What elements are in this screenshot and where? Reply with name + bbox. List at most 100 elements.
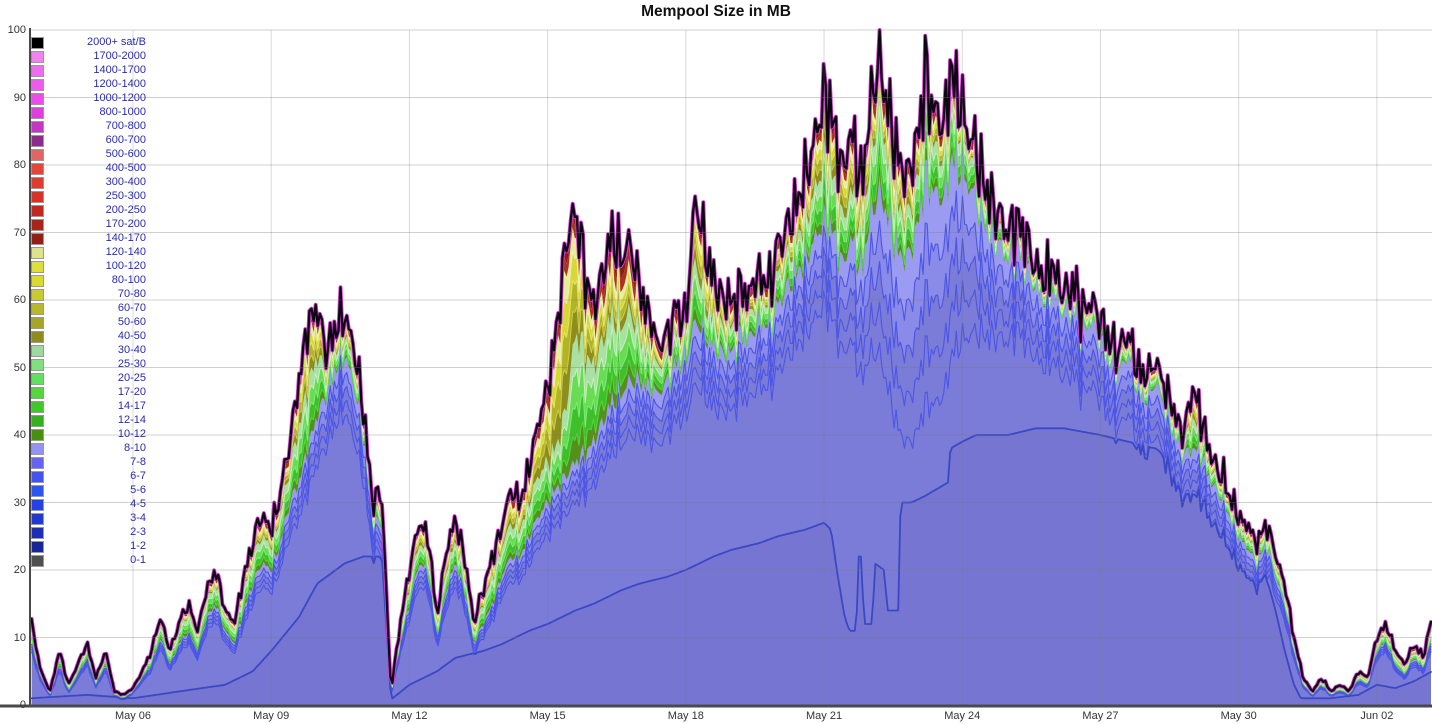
legend-swatch: [31, 526, 44, 539]
legend-label: 80-100: [111, 274, 146, 286]
legend-item: 4-5: [31, 498, 146, 511]
y-tick-label: 10: [13, 631, 26, 644]
y-tick-label: 30: [13, 496, 26, 509]
legend-label: 2000+ sat/B: [86, 36, 146, 48]
legend-label: 50-60: [117, 316, 146, 328]
legend-item: 30-40: [31, 344, 146, 357]
legend-item: 40-50: [31, 330, 146, 343]
legend-swatch: [31, 162, 44, 175]
legend-swatch: [31, 106, 44, 119]
fee-band-legend: 2000+ sat/B 1700-2000 1400-1700 1200-1400 10…: [31, 36, 146, 568]
y-tick-label: 80: [13, 159, 26, 171]
x-tick-label: May 06: [114, 710, 152, 722]
x-tick-label: May 15: [529, 710, 566, 722]
legend-label: 70-80: [117, 288, 146, 300]
legend-label: 17-20: [117, 386, 146, 398]
legend-item: 140-170: [31, 232, 146, 245]
legend-label: 3-4: [130, 512, 146, 524]
legend-label: 170-200: [105, 218, 146, 230]
legend-swatch: [31, 120, 44, 133]
legend-swatch: [31, 134, 44, 147]
legend-item: 800-1000: [31, 106, 146, 119]
legend-swatch: [31, 540, 44, 553]
legend-swatch: [31, 302, 44, 315]
legend-label: 300-400: [105, 176, 146, 188]
legend-label: 14-17: [117, 400, 146, 412]
legend-item: 20-25: [31, 372, 146, 385]
x-tick-label: May 12: [391, 710, 428, 722]
legend-swatch: [31, 232, 44, 245]
legend-label: 140-170: [105, 232, 146, 244]
x-tick-label: May 24: [944, 710, 981, 722]
legend-swatch: [31, 358, 44, 371]
legend-label: 600-700: [105, 134, 146, 146]
legend-label: 20-25: [117, 372, 146, 384]
legend-label: 120-140: [105, 246, 146, 258]
legend-swatch: [31, 78, 44, 91]
legend-item: 12-14: [31, 414, 146, 427]
y-tick-label: 0: [19, 699, 26, 711]
legend-label: 250-300: [105, 190, 146, 202]
legend-swatch: [31, 92, 44, 105]
legend-item: 50-60: [31, 316, 146, 329]
y-tick-label: 90: [13, 91, 26, 104]
legend-swatch: [31, 554, 44, 567]
legend-item: 1700-2000: [31, 50, 146, 63]
legend-item: 17-20: [31, 386, 146, 399]
x-tick-label: May 21: [806, 710, 843, 722]
y-tick-label: 70: [13, 226, 26, 239]
legend-swatch: [31, 246, 44, 259]
legend-item: 400-500: [31, 162, 146, 175]
legend-label: 1000-1200: [93, 92, 146, 104]
x-tick-label: May 09: [253, 710, 290, 722]
legend-swatch: [31, 344, 44, 357]
legend-label: 5-6: [130, 484, 146, 496]
legend-swatch: [31, 36, 44, 49]
legend-swatch: [31, 64, 44, 77]
legend-label: 0-1: [130, 554, 146, 566]
legend-item: 1200-1400: [31, 78, 146, 91]
legend-label: 1400-1700: [93, 64, 146, 76]
legend-item: 170-200: [31, 218, 146, 231]
x-tick-label: May 30: [1220, 710, 1257, 722]
legend-label: 7-8: [130, 456, 146, 468]
y-tick-label: 20: [13, 564, 26, 576]
legend-item: 3-4: [31, 512, 146, 525]
legend-swatch: [31, 260, 44, 273]
legend-swatch: [31, 288, 44, 301]
y-tick-label: 40: [13, 429, 26, 441]
legend-swatch: [31, 148, 44, 161]
legend-label: 500-600: [105, 148, 146, 160]
legend-label: 25-30: [117, 358, 146, 370]
legend-swatch: [31, 442, 44, 455]
legend-swatch: [31, 470, 44, 483]
legend-item: 2000+ sat/B: [31, 36, 146, 49]
legend-swatch: [31, 274, 44, 287]
legend-item: 7-8: [31, 456, 146, 469]
legend-swatch: [31, 316, 44, 329]
x-tick-label: Jun 02: [1360, 710, 1394, 722]
legend-swatch: [31, 414, 44, 427]
legend-swatch: [31, 218, 44, 231]
legend-label: 40-50: [117, 330, 146, 342]
y-tick-label: 50: [13, 361, 26, 374]
legend-label: 60-70: [117, 302, 146, 314]
legend-item: 250-300: [31, 190, 146, 203]
x-tick-label: May 27: [1082, 710, 1119, 722]
legend-item: 1400-1700: [31, 64, 146, 77]
legend-item: 8-10: [31, 442, 146, 455]
legend-label: 12-14: [117, 414, 146, 426]
legend-item: 1000-1200: [31, 92, 146, 105]
axes: [0, 28, 1432, 708]
legend-item: 10-12: [31, 428, 146, 441]
legend-label: 700-800: [105, 120, 146, 132]
legend-item: 70-80: [31, 288, 146, 301]
y-tick-label: 60: [13, 294, 26, 306]
legend-item: 6-7: [31, 470, 146, 483]
legend-swatch: [31, 498, 44, 511]
legend-item: 200-250: [31, 204, 146, 217]
gridlines: [30, 29, 1432, 705]
legend-item: 100-120: [31, 260, 146, 273]
